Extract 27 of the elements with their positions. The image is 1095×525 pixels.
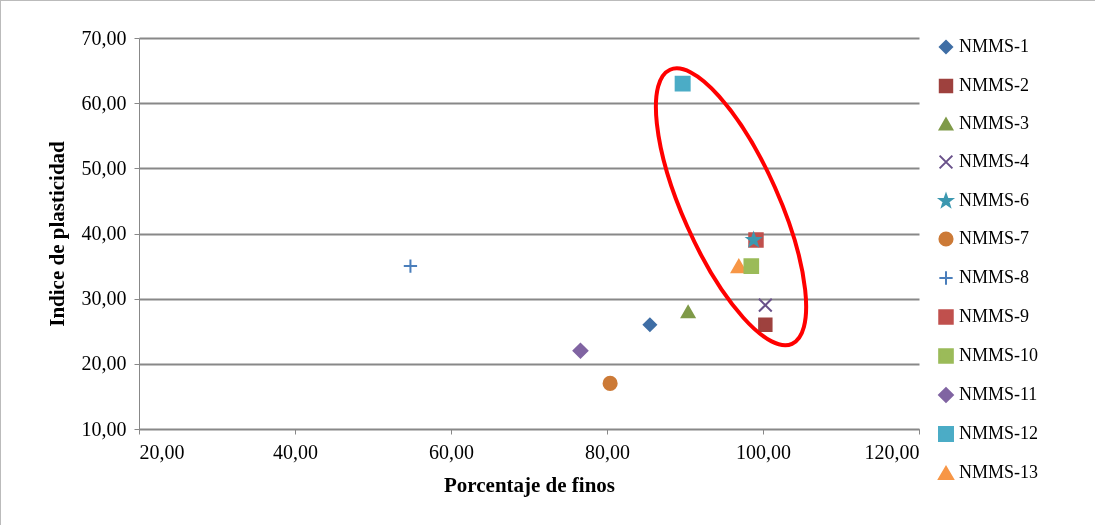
legend-label: NMMS-6: [959, 190, 1030, 210]
y-tick-label: 70,00: [81, 26, 127, 49]
legend-label: NMMS-9: [959, 306, 1030, 326]
legend-label: NMMS-2: [959, 75, 1030, 95]
y-tick-label: 40,00: [81, 222, 127, 244]
legend-label: NMMS-11: [959, 384, 1038, 404]
x-axis-title: Porcentaje de finos: [443, 472, 616, 497]
legend-label: NMMS-4: [959, 151, 1030, 171]
legend-label: NMMS-3: [959, 113, 1030, 133]
legend-label: NMMS-8: [959, 267, 1030, 287]
y-axis-title: Indice de plasticidad: [44, 140, 69, 327]
y-tick-label: 20,00: [81, 352, 127, 375]
x-tick-label: 100,00: [736, 440, 791, 463]
y-tick-label: 10,00: [81, 417, 127, 440]
x-tick-label: 20,00: [139, 440, 185, 463]
x-tick-label: 120,00: [864, 440, 920, 463]
y-tick-label: 60,00: [81, 91, 127, 114]
y-tick-label: 50,00: [81, 156, 127, 179]
legend-label: NMMS-12: [959, 423, 1039, 443]
legend-label: NMMS-7: [959, 228, 1030, 248]
legend-label: NMMS-1: [959, 36, 1030, 56]
legend-label: NMMS-13: [959, 462, 1039, 482]
x-tick-label: 60,00: [429, 440, 474, 463]
y-tick-label: 30,00: [81, 287, 127, 310]
x-tick-label: 40,00: [273, 440, 318, 463]
legend-label: NMMS-10: [959, 345, 1039, 365]
x-tick-label: 80,00: [585, 440, 630, 463]
